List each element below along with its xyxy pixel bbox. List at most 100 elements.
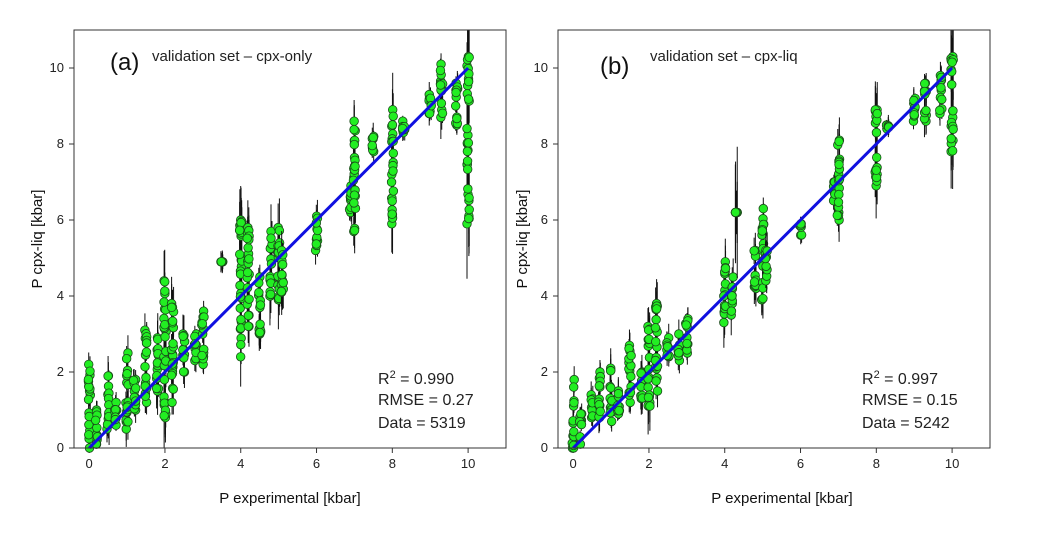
panel-a-data-point [235,303,245,313]
panel-a-data-point [140,361,150,372]
panel-b: 0 2 4 6 8 10 0 2 4 6 8 10 (b) validation set – cpx-… [514,29,991,507]
panel-a-r2: R2 = 0.990 [378,369,454,388]
panel-a-data-point [464,213,474,224]
panel-b-data-point [947,57,957,67]
panel-a-ytick-label: 4 [57,288,64,303]
panel-a-data-point [141,338,152,348]
panel-a-ytick-label: 6 [57,212,64,227]
panel-a-data-point [463,184,473,194]
panel-a-data-point [349,124,359,135]
panel-b-data-point [651,376,661,386]
panel-b-data-point [643,382,653,392]
panel-a-data-point [436,98,447,108]
panel-a-data-point [254,287,264,298]
panel-b-data-point [947,79,957,90]
panel-b-data-point [872,152,882,163]
panel-b-xtick-label: 6 [797,456,804,471]
panel-a-data-point [463,138,474,148]
panel-b-xtick-label: 0 [570,456,577,471]
panel-a-data-point [90,415,101,425]
panel-a-data-point [123,417,133,427]
panel-b-data-point [919,78,930,89]
panel-a-rmse: RMSE = 0.27 [378,392,474,409]
panel-b-ytick-label: 0 [541,440,548,455]
panel-a-data-point [244,254,254,264]
panel-b-data-point [568,382,579,392]
panel-b-data-point [946,133,956,144]
panel-a-data-point [277,259,288,270]
panel-b-data-point [652,386,663,396]
panel-b-data-point [719,317,729,328]
panel-a-fit-line [88,66,470,450]
panel-a-data-point [167,397,177,408]
panel-a-data-point [388,186,399,196]
panel-a-r2-value: = 0.990 [396,371,454,388]
panel-b-fit-line [572,66,954,450]
panel-a-data-point [235,249,245,260]
panel-b-data-point [681,320,691,330]
panel-a-data-point [141,372,151,383]
panel-b-data-point [650,323,661,333]
panel-a-data-point [160,286,170,296]
panel-b-xlabel: P experimental [kbar] [711,490,852,507]
panel-b-data-point [936,83,946,93]
panel-b-data-point [614,405,624,416]
panel-b-data-point [606,366,616,376]
panel-b-xtick-label: 4 [721,456,728,471]
panel-a-data-point [367,140,377,151]
panel-b-data-point [757,226,767,236]
panel-b-data-point [832,210,842,221]
panel-b-frame [557,29,991,449]
panel-a-data-point [167,316,178,326]
panel-a-title: validation set – cpx-only [152,48,313,65]
panel-a-label: (a) [110,49,139,76]
panel-a-xtick-label: 4 [237,456,244,471]
panel-b-xtick-label: 10 [945,456,959,471]
panel-a-data-point [255,327,265,338]
panel-a-data-point [122,369,132,379]
panel-a-data-point [464,52,474,63]
panel-b-data-point [909,110,919,120]
panel-a-ytick-label: 10 [50,60,64,75]
panel-b-data-point [726,306,737,316]
panel-a-xtick-label: 10 [461,456,475,471]
panel-a-data-point [349,190,360,200]
panel-b-data-point [682,338,692,349]
panel-a-data-point [265,289,276,300]
panel-b-data-point [871,127,882,138]
panel-a-data-point [349,116,359,126]
panel-a-data-point [141,347,152,357]
panel-a-points [83,30,474,453]
panel-a-data-point [437,108,448,118]
panel-a-data-point [128,375,139,386]
panel-a-data-point [386,177,397,187]
panel-b-data-point [833,197,844,207]
panel-a: 0 2 4 6 8 10 0 2 4 6 8 10 (a) validation set – cpx-… [29,29,507,507]
panel-a-data-point [103,371,113,381]
panel-a-ticks: 0 2 4 6 8 10 0 2 4 6 8 10 [50,60,476,471]
panel-a-data-point [168,338,178,349]
panel-a-r2-sup: 2 [390,369,396,381]
panel-a-xlabel: P experimental [kbar] [219,490,360,507]
panel-b-data-point [761,261,771,271]
panel-a-data-point [159,374,170,385]
panel-a-data-point [216,257,227,267]
panel-a-data-point [236,339,246,350]
panel-b-data-count: Data = 5242 [862,415,950,432]
panel-b-data-point [720,263,731,274]
panel-a-data-point [151,383,162,394]
panel-a-data-point [463,94,474,104]
panel-b-data-point [796,230,807,240]
panel-a-data-point [168,384,179,394]
panel-a-data-point [235,352,246,362]
panel-b-ytick-label: 2 [541,364,548,379]
panel-a-data-point [464,193,474,203]
panel-a-data-point [243,310,254,321]
panel-a-data-point [388,148,399,158]
panel-b-data-point [871,165,881,175]
panel-a-ytick-label: 0 [57,440,64,455]
panel-a-data-point [159,297,169,307]
panel-b-data-point [937,94,947,105]
panel-a-data-point [243,267,253,278]
